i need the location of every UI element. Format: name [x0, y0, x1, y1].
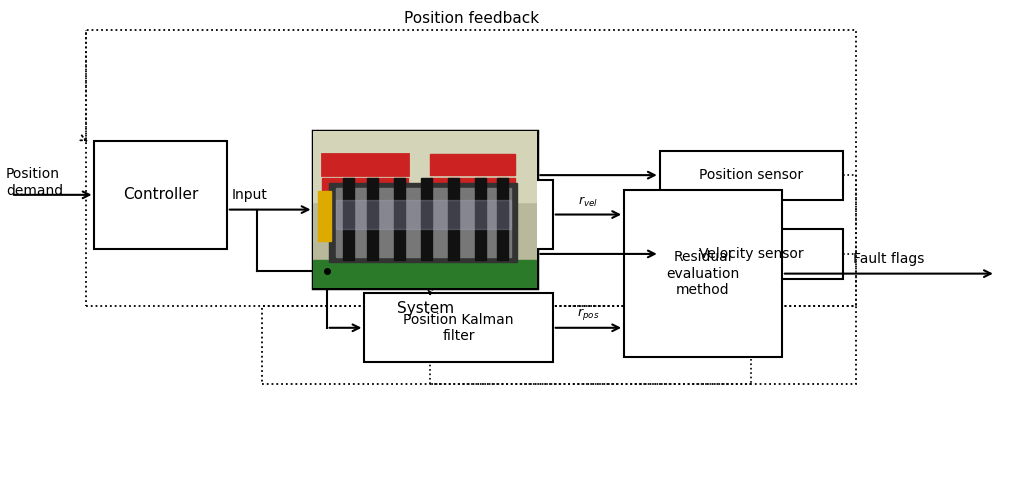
Text: Velocity sensor: Velocity sensor: [699, 247, 804, 261]
Text: Position
demand: Position demand: [6, 167, 62, 198]
FancyBboxPatch shape: [659, 229, 843, 278]
FancyBboxPatch shape: [365, 180, 553, 249]
Text: Position Kalman
filter: Position Kalman filter: [403, 313, 514, 343]
FancyBboxPatch shape: [365, 293, 553, 362]
FancyBboxPatch shape: [94, 140, 227, 249]
Text: Fault flags: Fault flags: [853, 252, 925, 266]
Text: Position sensor: Position sensor: [699, 168, 804, 182]
Text: $r_{vel}$: $r_{vel}$: [579, 195, 598, 209]
FancyBboxPatch shape: [624, 190, 782, 358]
Text: Residual
evaluation
method: Residual evaluation method: [667, 250, 739, 297]
FancyBboxPatch shape: [659, 150, 843, 200]
FancyBboxPatch shape: [313, 131, 538, 288]
Text: $r_{pos}$: $r_{pos}$: [578, 306, 600, 322]
Text: Position feedback: Position feedback: [403, 11, 539, 26]
Text: Controller: Controller: [123, 187, 199, 202]
Text: System: System: [397, 301, 454, 316]
Text: Velocity Kalman
filter: Velocity Kalman filter: [403, 199, 514, 230]
Text: Input: Input: [231, 188, 268, 202]
